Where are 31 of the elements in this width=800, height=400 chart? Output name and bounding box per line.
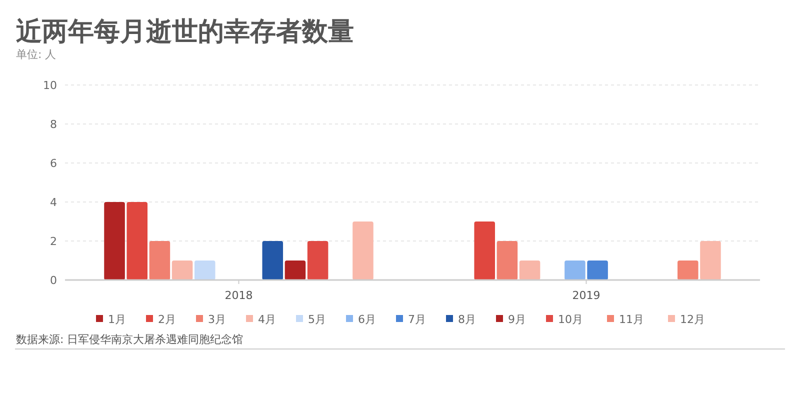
legend-label: 7月 bbox=[408, 313, 426, 326]
x-tick-label: 2019 bbox=[572, 289, 600, 302]
y-tick-label: 10 bbox=[43, 79, 57, 92]
legend-label: 2月 bbox=[158, 313, 176, 326]
x-tick-label: 2018 bbox=[224, 289, 253, 302]
legend-label: 3月 bbox=[208, 313, 226, 326]
bar bbox=[149, 241, 170, 280]
bar bbox=[474, 222, 495, 280]
bar bbox=[126, 202, 148, 280]
legend-label: 10月 bbox=[558, 313, 583, 326]
legend-label: 12月 bbox=[680, 313, 705, 326]
y-tick-label: 2 bbox=[50, 235, 57, 248]
source-note: 数据来源: 日军侵华南京大屠杀遇难同胞纪念馆 bbox=[16, 333, 244, 346]
y-tick-label: 8 bbox=[50, 118, 57, 131]
chart-title: 近两年每月逝世的幸存者数量 bbox=[16, 17, 354, 47]
bar bbox=[700, 241, 721, 280]
y-tick-label: 6 bbox=[50, 157, 57, 170]
bar bbox=[496, 241, 518, 280]
bar bbox=[352, 222, 374, 280]
legend-label: 6月 bbox=[358, 313, 376, 326]
legend-label: 5月 bbox=[308, 313, 326, 326]
y-tick-label: 0 bbox=[50, 274, 57, 287]
y-tick-label: 4 bbox=[50, 196, 57, 209]
legend-label: 9月 bbox=[508, 313, 526, 326]
legend-label: 8月 bbox=[458, 313, 476, 326]
legend-label: 11月 bbox=[619, 313, 644, 326]
legend-label: 1月 bbox=[108, 313, 126, 326]
bar bbox=[519, 260, 540, 280]
bar bbox=[172, 260, 193, 280]
legend-label: 4月 bbox=[258, 313, 276, 326]
chart-subtitle: 单位: 人 bbox=[16, 48, 56, 61]
